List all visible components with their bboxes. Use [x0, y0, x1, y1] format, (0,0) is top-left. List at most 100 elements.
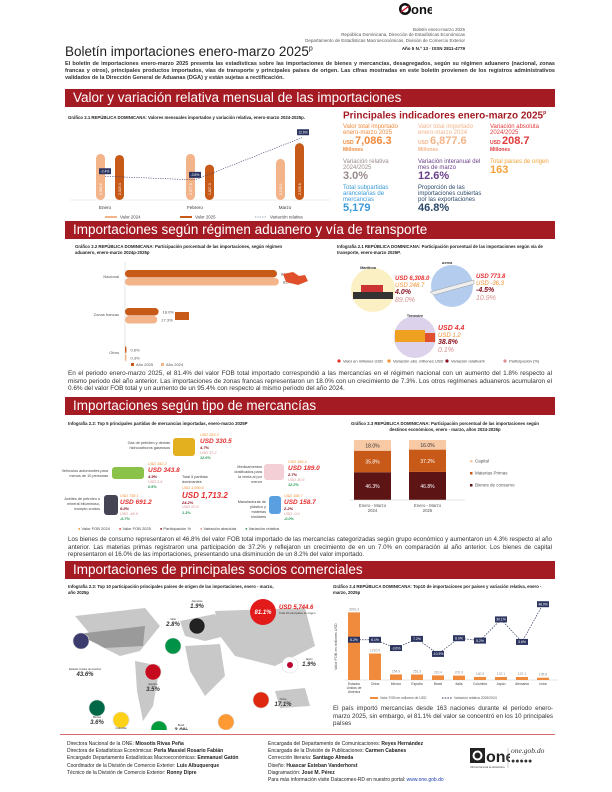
factory-icon [175, 312, 189, 320]
facebook-icon[interactable]: ● [511, 758, 516, 765]
variation-label: 6.1% [371, 638, 379, 642]
credit-person: Luis Albuquerque [176, 762, 220, 769]
credit-role: Encargada de la División de Publicacione… [268, 748, 366, 755]
legend-label: Valor FOB 2025 [122, 526, 151, 531]
x-tick-label: Brasil [434, 682, 443, 686]
twitter-icon[interactable]: ● [515, 758, 520, 765]
value-2025: USD 189.0 [288, 464, 320, 472]
containers [361, 285, 383, 292]
country-bar [432, 675, 444, 680]
continent-shape [275, 688, 310, 708]
country-name: Alemania [192, 599, 203, 603]
x-tick-label: América [348, 690, 360, 694]
country-bar [453, 675, 465, 680]
bar-value-label: 2,377.5 [189, 183, 193, 195]
value-2024: USD 342.2 [148, 462, 167, 466]
indicator-card: Variación interanual del mes de marzo 12.… [418, 159, 486, 182]
directorate: República Dominicana, Dirección de Estad… [341, 32, 465, 38]
variation-label: 8.0% [455, 637, 463, 641]
legend-swatch [445, 359, 449, 363]
x-tick-label: España [411, 682, 422, 686]
indicator-unit: Millones [490, 147, 511, 153]
country-bar [516, 677, 528, 680]
bar-value-label: 251.3 [413, 670, 421, 674]
indicator-unit: Millones [418, 147, 439, 153]
bar-value-label: 0.6% [131, 348, 141, 353]
transport-abs-variation: USD 248.7 [395, 283, 425, 289]
bar-value-label: 140.5 [476, 672, 484, 676]
segment-label: 16.0% [420, 443, 435, 449]
bar-2025 [125, 270, 277, 278]
flickr-icon[interactable]: ● [527, 758, 533, 765]
credit-line: Corrección literaria: Santiago Almeda [268, 755, 423, 762]
legend-swatch [370, 697, 378, 699]
title-superscript: p [308, 45, 313, 53]
x-tick-label: Enero - Marzo [414, 503, 442, 508]
variation-label: -10.5% [433, 652, 444, 656]
variation-point [474, 637, 486, 644]
country-bar [474, 676, 486, 680]
value-2025: USD 1,713.2 [182, 490, 228, 500]
more-info-text: Para más información visite Datacomex-RD… [268, 777, 406, 783]
partners-paragraph: El país importó mercancías desde 163 nac… [333, 705, 553, 728]
legend-swatch: ● [159, 526, 164, 531]
legend-label: Variación relativa% [451, 359, 485, 364]
variation-label: -2.4% [101, 170, 110, 174]
product-values: USD 1,690.6 USD 1,713.2 24.2% USD 22.6 1.3% [182, 486, 228, 516]
infographic-2-2-title: Infografía 2.2: Top 5 principales partid… [68, 421, 248, 426]
indicator-value: USD 6,877.6 [418, 136, 486, 147]
variation-point [516, 638, 528, 645]
transport-value: USD 4.4 [438, 325, 465, 332]
share: 4.7% [200, 445, 210, 450]
product-values: USD 293.3 USD 330.5 4.7% USD 37.2 12.6% [200, 433, 232, 462]
portal-link[interactable]: www.one.gob.do [406, 777, 444, 783]
indicator-label: Valor total importado enero-marzo 2024 [418, 124, 473, 136]
bar-value-label: 1210.9 [370, 649, 380, 653]
instagram-icon[interactable]: ● [519, 758, 524, 765]
credit-line: Directora Nacional de la ONE: Miosotis R… [67, 741, 238, 748]
country-name: Japón [305, 657, 313, 661]
legend-item: ● Variación absoluta [200, 526, 236, 531]
site-link[interactable]: one.gob.do [511, 746, 545, 755]
country-name: Colombia [116, 726, 128, 730]
credit-role: Encargado Departamento Estadísticas Macr… [67, 755, 198, 762]
credit-person: Santiago Almeda [312, 755, 354, 762]
segment-label: 35.8% [365, 459, 380, 465]
country-bar [348, 612, 360, 680]
indicator-number: 3.0% [343, 170, 369, 182]
rel-variation: -6.7% [120, 517, 130, 521]
x-tick-label: 2024 [368, 508, 378, 513]
indicator-label: Variación relativa 2024/2025 [343, 159, 389, 171]
bar-value-label: 105.8 [539, 673, 547, 677]
x-tick-label: Alemania [515, 682, 529, 686]
variation-label: 7.2% [413, 637, 421, 641]
products-legend: ● Valor FOB 2024 ● Valor FOB 2025 ● Partic… [78, 526, 279, 531]
dominican-map-icon [283, 272, 308, 285]
legend-label: Variación relativa [248, 526, 280, 531]
rel-variation: 1.3% [182, 510, 191, 515]
rel-variation: 0.5% [148, 485, 157, 489]
country-name: Brasil [178, 723, 185, 727]
indicator-number: 163 [490, 164, 509, 176]
flag-icon [150, 720, 168, 730]
legend-label: Valor FOB 2024 [81, 526, 110, 531]
share: 24.2% [182, 499, 194, 505]
share: 4.9% [148, 474, 158, 479]
variation-label: -3.8% [191, 173, 200, 177]
credit-line: Técnico de la División de Comercio Exter… [67, 770, 238, 777]
variation-point [495, 616, 507, 623]
infographic-2-1-title: Infografía 2.1 REPÚBLICA DOMINICANA: Par… [337, 244, 543, 255]
indicator-number: 208.7 [501, 135, 530, 147]
legend-item: ● Valor FOB 2025 [119, 526, 151, 531]
gas-tank-icon [173, 438, 195, 456]
country-bar [495, 677, 507, 680]
legend-item: ● Participación % [160, 526, 191, 531]
bar-value-label: 210.4 [434, 670, 442, 674]
value-2024: USD 168.4 [288, 460, 307, 464]
segment-label: 46.8% [420, 484, 435, 490]
youtube-icon[interactable]: ● [523, 758, 528, 765]
bar-value-label: 254.9 [392, 669, 400, 673]
indicators-title-superscript: p [543, 110, 547, 116]
credit-person: Huascar Esteban Vanderhorst [286, 762, 358, 769]
credit-line: Diagramación: José M. Pérez [268, 770, 423, 777]
